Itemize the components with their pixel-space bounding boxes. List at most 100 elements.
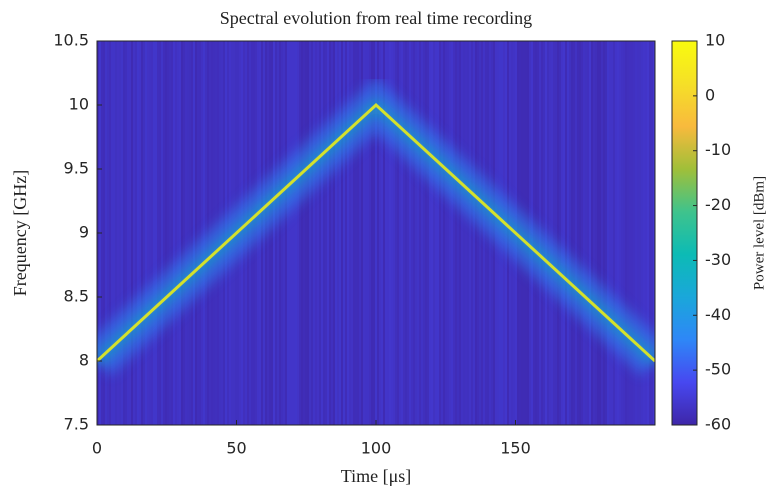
noise-stripe [585, 41, 587, 425]
noise-stripe [389, 41, 391, 425]
noise-stripe [153, 41, 155, 425]
noise-stripe [587, 41, 589, 425]
noise-stripe [349, 41, 351, 425]
colorbar-tick-label: -10 [705, 140, 731, 159]
noise-stripe [609, 41, 611, 425]
noise-stripe [581, 41, 583, 425]
noise-stripe [373, 41, 375, 425]
noise-stripe [387, 41, 389, 425]
noise-stripe [551, 41, 553, 425]
noise-stripe [357, 41, 359, 425]
noise-stripe [115, 41, 117, 425]
noise-stripe [407, 41, 409, 425]
noise-stripe [617, 41, 619, 425]
noise-stripe [403, 41, 405, 425]
noise-stripe [197, 41, 199, 425]
colorbar-tick-label: -30 [705, 250, 731, 269]
x-tick-label: 0 [92, 439, 102, 458]
y-tick-label: 10 [69, 95, 89, 114]
noise-stripe [309, 41, 311, 425]
x-axis-label: Time [μs] [341, 466, 412, 486]
noise-stripe [547, 41, 549, 425]
noise-stripe [169, 41, 171, 425]
colorbar-tick-label: -50 [705, 360, 731, 379]
noise-stripe [339, 41, 341, 425]
noise-stripe [371, 41, 373, 425]
noise-stripe [471, 41, 473, 425]
colorbar-tick-label: 10 [705, 31, 725, 50]
noise-stripe [287, 41, 289, 425]
noise-stripe [627, 41, 629, 425]
noise-stripe [477, 41, 479, 425]
noise-stripe [413, 41, 415, 425]
noise-stripe [367, 41, 369, 425]
noise-stripe [333, 41, 335, 425]
noise-stripe [595, 41, 597, 425]
noise-stripe [181, 41, 183, 425]
noise-stripe [269, 41, 271, 425]
noise-stripe [545, 41, 547, 425]
noise-stripe [331, 41, 333, 425]
noise-stripe [583, 41, 585, 425]
noise-stripe [615, 41, 617, 425]
noise-stripe [411, 41, 413, 425]
noise-stripe [277, 41, 279, 425]
noise-stripe [369, 41, 371, 425]
noise-stripe [343, 41, 345, 425]
noise-stripe [613, 41, 615, 425]
noise-stripe [429, 41, 431, 425]
noise-stripe [443, 41, 445, 425]
noise-stripe [299, 41, 301, 425]
noise-stripe [143, 41, 145, 425]
noise-stripe [379, 41, 381, 425]
noise-stripe [267, 41, 269, 425]
noise-stripe [605, 41, 607, 425]
noise-stripe [625, 41, 627, 425]
noise-stripe [361, 41, 363, 425]
noise-stripe [579, 41, 581, 425]
noise-stripe [139, 41, 141, 425]
noise-stripe [611, 41, 613, 425]
noise-stripe [431, 41, 433, 425]
noise-stripe [127, 41, 129, 425]
noise-stripe [113, 41, 115, 425]
noise-stripe [375, 41, 377, 425]
noise-stripe [193, 41, 195, 425]
noise-stripe [459, 41, 461, 425]
noise-stripe [439, 41, 441, 425]
noise-stripe [475, 41, 477, 425]
noise-stripe [463, 41, 465, 425]
noise-stripe [451, 41, 453, 425]
noise-stripe [159, 41, 161, 425]
noise-stripe [629, 41, 631, 425]
y-tick-label: 10.5 [53, 31, 89, 50]
noise-stripe [437, 41, 439, 425]
noise-stripe [593, 41, 595, 425]
noise-stripe [631, 41, 633, 425]
noise-stripe [401, 41, 403, 425]
noise-stripe [131, 41, 133, 425]
noise-stripe [639, 41, 641, 425]
noise-stripe [483, 41, 485, 425]
noise-stripe [607, 41, 609, 425]
y-axis-label: Frequency [GHz] [10, 170, 30, 296]
noise-stripe [283, 41, 285, 425]
noise-stripe [447, 41, 449, 425]
noise-stripe [419, 41, 421, 425]
chart-title: Spectral evolution from real time record… [220, 8, 532, 28]
noise-stripe [173, 41, 175, 425]
noise-stripe [187, 41, 189, 425]
noise-stripe [185, 41, 187, 425]
noise-stripe [175, 41, 177, 425]
noise-stripe [319, 41, 321, 425]
noise-stripe [445, 41, 447, 425]
plot-area [97, 41, 655, 425]
noise-stripe [317, 41, 319, 425]
noise-stripe [117, 41, 119, 425]
noise-stripe [323, 41, 325, 425]
noise-stripe [205, 41, 207, 425]
noise-stripe [645, 41, 647, 425]
noise-stripe [603, 41, 605, 425]
